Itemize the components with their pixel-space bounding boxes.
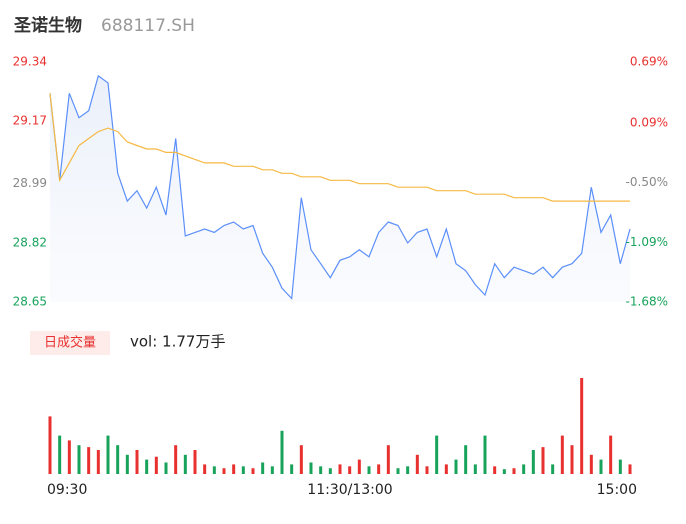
volume-bar <box>599 459 603 474</box>
y-tick-label: 28.82 <box>13 235 47 249</box>
y-tick-label: 28.65 <box>13 295 47 309</box>
volume-bar <box>589 454 593 474</box>
volume-bar <box>125 454 129 474</box>
volume-bar <box>435 435 439 474</box>
volume-bar <box>367 466 371 474</box>
volume-bar <box>609 435 613 474</box>
price-line <box>49 74 631 300</box>
price-line <box>49 93 630 202</box>
volume-bar <box>87 447 91 474</box>
volume-bar <box>96 450 100 474</box>
volume-bar <box>348 466 352 474</box>
volume-bar <box>106 435 110 474</box>
volume-bar <box>386 445 390 474</box>
volume-bar <box>270 466 274 474</box>
volume-bar <box>560 435 564 474</box>
volume-bar <box>116 445 120 474</box>
volume-bar <box>309 462 313 474</box>
volume-bar <box>541 447 545 474</box>
price-area <box>50 75 630 303</box>
volume-bar <box>618 459 622 474</box>
volume-label-box <box>30 331 110 355</box>
y-tick-label: 28.99 <box>13 176 47 190</box>
volume-bar <box>444 464 448 474</box>
volume-bar <box>628 464 632 474</box>
volume-bar <box>483 435 487 474</box>
volume-bar <box>580 378 584 474</box>
volume-bar <box>212 466 216 474</box>
volume-bar <box>522 464 526 474</box>
volume-bar <box>396 468 400 474</box>
volume-bar <box>493 466 497 474</box>
volume-bar <box>145 459 149 474</box>
title: 圣诺生物 <box>14 15 82 36</box>
volume-bar <box>77 445 81 474</box>
volume-bar <box>241 466 245 474</box>
y2-tick-label: -1.09% <box>626 235 668 249</box>
y2-tick-label: 0.69% <box>630 55 668 69</box>
volume-bar <box>67 440 71 474</box>
y-tick-label: 29.34 <box>13 55 47 69</box>
y2-tick-label: 0.09% <box>630 115 668 129</box>
x-tick-label: 09:30 <box>47 482 87 498</box>
y-tick-label: 29.17 <box>13 114 47 128</box>
volume-bar <box>183 454 187 474</box>
x-tick-label: 11:30/13:00 <box>307 482 392 498</box>
volume-bar <box>319 466 323 474</box>
volume-bar <box>415 454 419 474</box>
volume-bar <box>280 430 284 474</box>
x-tick-label: 15:00 <box>597 482 637 498</box>
y2-tick-label: -0.50% <box>626 175 668 189</box>
volume-bar <box>473 464 477 474</box>
volume-bar <box>174 445 178 474</box>
volume-bar <box>512 468 516 474</box>
volume-bar <box>464 445 468 474</box>
volume-bar <box>531 450 535 474</box>
volume-bar <box>502 469 506 474</box>
volume-bar <box>232 464 236 474</box>
volume-title: 日成交量 <box>44 335 96 351</box>
volume-bar <box>338 464 342 474</box>
volume-bar <box>203 464 207 474</box>
volume-bar <box>135 450 139 474</box>
volume-bar <box>164 462 168 474</box>
volume-bar <box>406 466 410 474</box>
subtitle: 688117.SH <box>101 16 195 36</box>
volume-bar <box>222 468 226 474</box>
volume-bar <box>551 464 555 474</box>
volume-bar <box>328 468 332 474</box>
volume-bar <box>357 459 361 474</box>
volume-annotation: vol: 1.77万手 <box>130 333 225 351</box>
volume-bar <box>570 445 574 474</box>
volume-bar <box>58 435 62 474</box>
volume-bar <box>299 445 303 474</box>
y2-tick-label: -1.68% <box>626 295 668 309</box>
volume-bar <box>251 468 255 474</box>
volume-bar <box>425 466 429 474</box>
volume-bar <box>193 450 197 474</box>
volume-bar <box>290 464 294 474</box>
volume-bar <box>48 416 52 474</box>
volume-bar <box>261 462 265 474</box>
volume-bar <box>154 456 158 474</box>
volume-bar <box>454 459 458 474</box>
volume-bar <box>377 464 381 474</box>
